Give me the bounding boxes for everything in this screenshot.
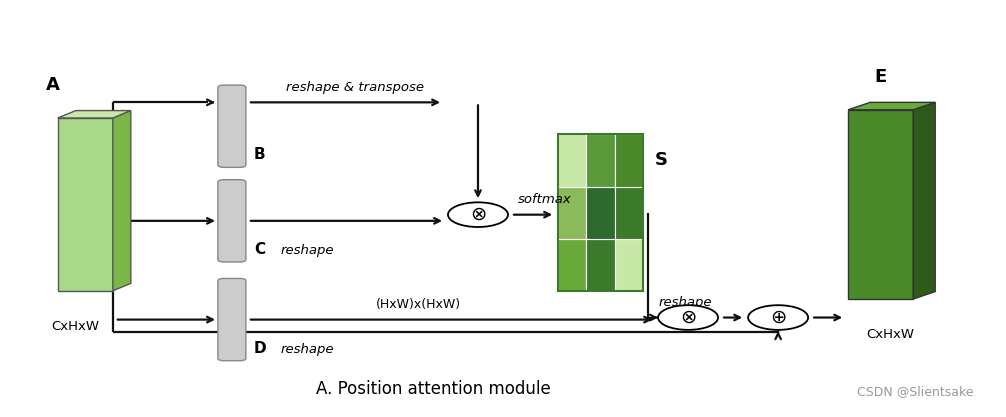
Text: (HxW)x(HxW): (HxW)x(HxW) [376,298,461,311]
Bar [586,134,615,186]
Text: C: C [254,242,265,257]
Text: ⊕: ⊕ [770,308,787,327]
Polygon shape [113,111,131,291]
Text: S: S [655,151,668,169]
Text: reshape: reshape [281,244,334,257]
Bar [586,186,615,239]
Text: B: B [254,147,266,162]
Bar [558,134,586,186]
Bar [615,186,643,239]
Bar [558,134,643,291]
Text: D: D [254,341,267,356]
Circle shape [448,202,508,227]
FancyBboxPatch shape [218,180,245,262]
Text: A. Position attention module: A. Position attention module [316,380,550,398]
Circle shape [748,305,808,330]
Circle shape [658,305,718,330]
Text: CxHxW: CxHxW [51,319,100,333]
Bar [615,239,643,291]
Text: reshape & transpose: reshape & transpose [286,81,424,94]
Polygon shape [848,102,936,110]
Text: CxHxW: CxHxW [867,328,914,341]
Text: CSDN @Slientsake: CSDN @Slientsake [857,385,973,398]
FancyBboxPatch shape [218,279,245,361]
Polygon shape [57,111,131,118]
Bar [558,186,586,239]
Polygon shape [913,102,936,299]
Text: E: E [874,68,887,86]
Bar [615,134,643,186]
Text: ⊗: ⊗ [470,205,486,224]
Bar [558,239,586,291]
FancyBboxPatch shape [218,85,245,167]
Text: softmax: softmax [518,193,571,206]
Bar [586,239,615,291]
Text: ⊗: ⊗ [680,308,696,327]
Text: A: A [46,76,59,94]
Text: reshape: reshape [281,342,334,356]
Polygon shape [848,110,913,299]
Polygon shape [57,118,113,291]
Text: reshape: reshape [658,296,711,309]
